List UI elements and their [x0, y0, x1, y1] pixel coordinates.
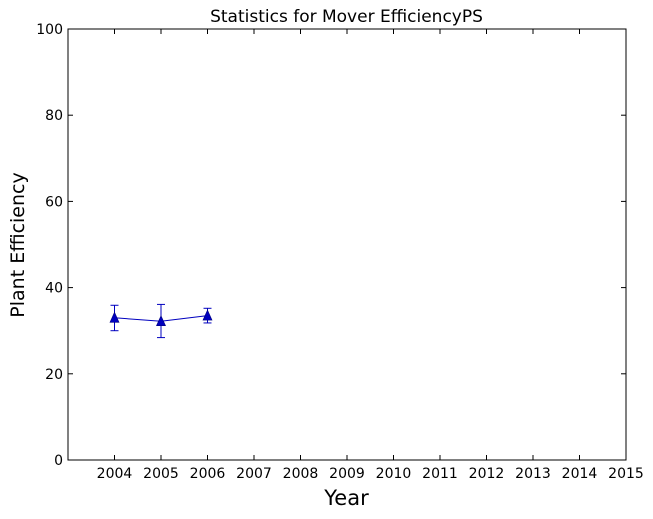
x-axis-label: Year — [323, 486, 369, 510]
y-tick-label: 0 — [54, 453, 63, 469]
y-tick-label: 60 — [45, 194, 63, 210]
y-tick-label: 100 — [36, 22, 63, 38]
x-tick-label: 2009 — [329, 466, 365, 482]
x-tick-label: 2013 — [515, 466, 551, 482]
plot-area — [109, 303, 213, 339]
x-tick-label: 2012 — [469, 466, 505, 482]
x-tick-label: 2008 — [283, 466, 319, 482]
y-axis-label: Plant Efficiency — [7, 172, 29, 317]
x-tick-label: 2005 — [143, 466, 179, 482]
y-tick-label: 80 — [45, 108, 63, 124]
plot-frame — [67, 28, 627, 461]
x-tick-label: 2004 — [97, 466, 133, 482]
data-point — [156, 314, 166, 327]
y-tick-label: 20 — [45, 367, 63, 383]
chart-title: Statistics for Mover EfficiencyPS — [210, 7, 483, 27]
x-tick-label: 2006 — [190, 466, 226, 482]
y-tick-label: 40 — [45, 281, 63, 297]
data-point — [109, 311, 120, 323]
x-tick-label: 2015 — [608, 466, 644, 482]
x-tick-label: 2007 — [236, 466, 272, 482]
x-tick-label: 2011 — [422, 466, 458, 482]
x-tick-label: 2010 — [376, 466, 412, 482]
x-tick-label: 2014 — [562, 466, 598, 482]
data-point — [202, 309, 213, 321]
